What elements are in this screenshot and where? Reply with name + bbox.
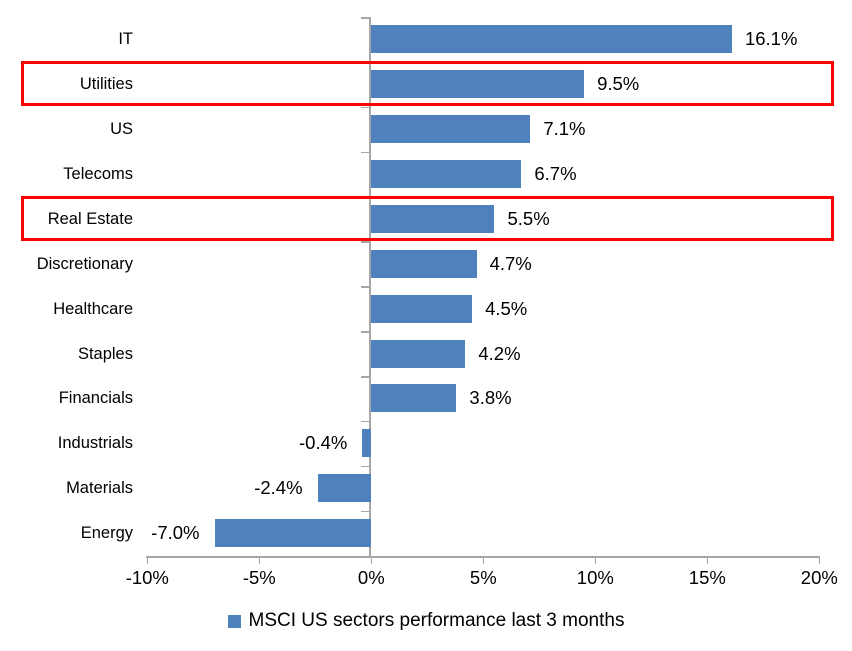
value-label: 6.7% (534, 163, 577, 185)
value-axis-tick-label: 10% (576, 566, 614, 588)
value-label: -7.0% (151, 522, 200, 544)
value-axis-tick (370, 555, 373, 564)
value-axis-tick (706, 555, 709, 564)
value-axis-tick-label: 15% (688, 566, 726, 588)
category-label: IT (118, 30, 133, 49)
category-label: Telecoms (63, 165, 133, 184)
category-label: Financials (58, 389, 133, 408)
category-axis-tick (361, 510, 372, 513)
category-axis-tick (361, 241, 372, 243)
value-axis-tick (482, 555, 485, 564)
legend-swatch-icon (227, 614, 241, 628)
bar-materials (317, 474, 372, 503)
bar-real-estate (371, 204, 495, 233)
value-axis-tick (594, 555, 597, 564)
category-axis-tick (361, 376, 372, 378)
bar-healthcare (371, 294, 473, 323)
value-label: 9.5% (597, 73, 640, 95)
category-axis-tick (361, 106, 372, 109)
category-label: Industrials (57, 434, 133, 453)
highlight-box-real-estate (21, 196, 834, 241)
bar-discretionary (371, 249, 477, 278)
bar-us (371, 115, 531, 144)
value-label: 4.2% (478, 342, 521, 364)
category-axis-tick (361, 17, 372, 19)
bar-utilities (371, 70, 585, 99)
value-axis-tick (258, 555, 261, 564)
legend: MSCI US sectors performance last 3 month… (0, 608, 852, 634)
value-axis-tick-label: 0% (357, 566, 385, 588)
bar-industrials (362, 429, 372, 458)
category-label: Utilities (79, 75, 133, 94)
value-label: 4.7% (489, 252, 532, 274)
value-label: -0.4% (299, 432, 348, 454)
value-axis-tick-label: -5% (242, 566, 276, 588)
category-axis-tick (361, 465, 372, 468)
value-label: 3.8% (469, 387, 512, 409)
category-label: Energy (80, 524, 133, 543)
category-axis-tick (361, 286, 372, 288)
category-axis-tick (361, 420, 372, 423)
value-label: 7.1% (543, 118, 586, 140)
value-label: -2.4% (254, 477, 303, 499)
value-label: 4.5% (485, 297, 528, 319)
bar-telecoms (371, 160, 522, 189)
bar-financials (371, 384, 457, 413)
value-axis-tick (818, 555, 821, 564)
category-label: Real Estate (47, 209, 133, 228)
legend-label: MSCI US sectors performance last 3 month… (248, 610, 625, 631)
value-axis-tick (146, 555, 149, 564)
category-axis-tick (361, 331, 372, 333)
highlight-box-utilities (21, 61, 834, 107)
category-label: Discretionary (36, 254, 133, 273)
category-label: Healthcare (53, 299, 133, 318)
bar-energy (214, 519, 372, 548)
bar-staples (371, 339, 466, 368)
value-axis-tick-label: 20% (800, 566, 838, 588)
value-label: 16.1% (744, 28, 798, 50)
value-axis-tick-label: 5% (469, 566, 497, 588)
category-label: Staples (77, 344, 133, 363)
category-label: Materials (66, 479, 133, 498)
category-axis-tick (361, 151, 372, 154)
category-label: US (110, 120, 133, 139)
value-label: 5.5% (507, 207, 550, 229)
bar-it (371, 25, 732, 54)
value-axis-tick-label: -10% (125, 566, 169, 588)
